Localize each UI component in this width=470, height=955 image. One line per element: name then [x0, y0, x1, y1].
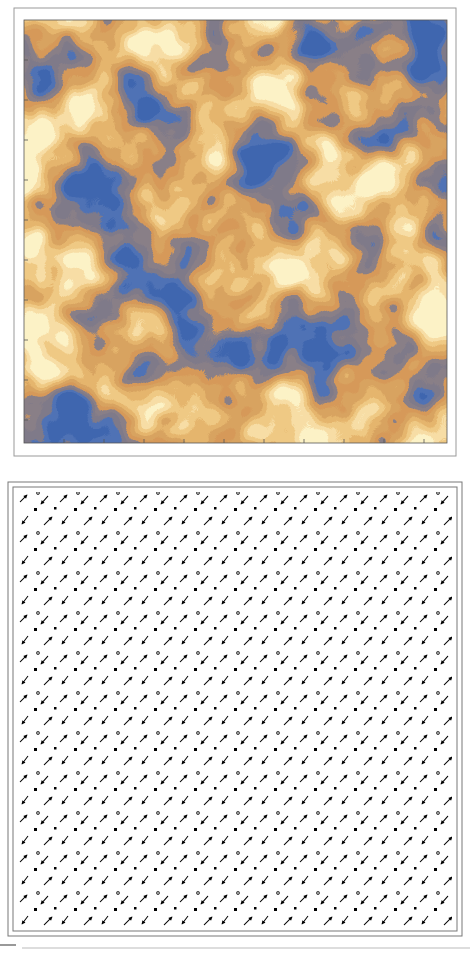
contour-field: [24, 20, 447, 443]
frame-ticks: [24, 59, 425, 443]
vector-inner-frame: [12, 486, 458, 932]
vector-field: [18, 492, 452, 926]
contour-panel: [13, 7, 457, 457]
plot-frame: [23, 19, 448, 444]
vector-panel: [7, 481, 463, 937]
